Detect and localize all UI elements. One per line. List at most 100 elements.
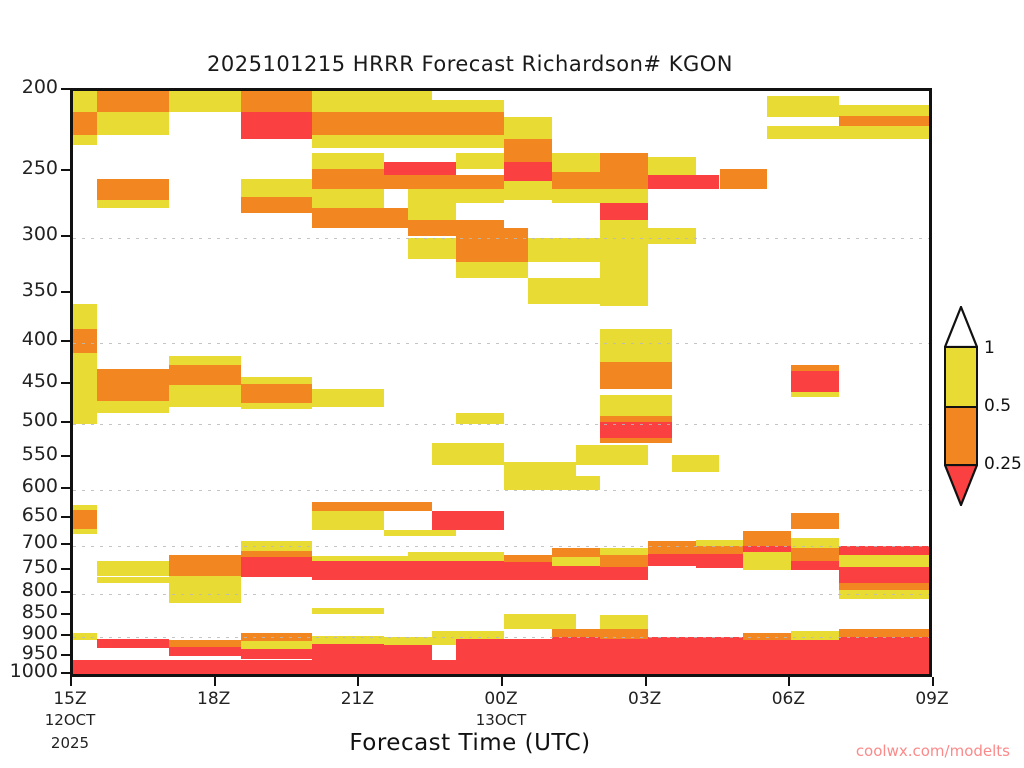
heatmap-cell <box>73 353 97 424</box>
heatmap-cell <box>599 437 672 443</box>
heatmap-cell <box>96 368 169 402</box>
heatmap-cell <box>599 278 648 307</box>
heatmap-cell <box>504 180 552 200</box>
heatmap-cell <box>408 202 457 220</box>
heatmap-cell <box>96 199 169 208</box>
y-axis-label: 800 <box>21 579 58 602</box>
y-axis-tick <box>61 169 70 171</box>
heatmap-cell <box>719 169 768 190</box>
heatmap-cell <box>504 138 552 162</box>
heatmap-cell <box>168 589 241 604</box>
heatmap-cell <box>551 476 600 490</box>
x-axis-label: 06Z <box>771 689 805 709</box>
heatmap-cell <box>240 197 313 214</box>
heatmap-cell <box>791 561 840 570</box>
heatmap-cell <box>96 179 169 200</box>
heatmap-cell <box>551 628 600 638</box>
heatmap-cell <box>791 513 840 529</box>
heatmap-cell <box>599 639 648 662</box>
y-axis-label: 950 <box>21 641 58 664</box>
heatmap-cell <box>599 555 648 567</box>
heatmap-cell <box>312 636 385 645</box>
heatmap-cell <box>551 172 648 190</box>
heatmap-cell <box>240 540 313 551</box>
heatmap-cell <box>599 628 648 640</box>
heatmap-cell <box>240 383 313 403</box>
heatmap-cell <box>168 385 241 408</box>
heatmap-cell <box>839 545 929 556</box>
heatmap-cell <box>240 112 313 139</box>
heatmap-cell <box>168 647 241 656</box>
heatmap-cell <box>456 228 528 262</box>
y-gridline <box>73 489 929 491</box>
heatmap-cell <box>504 461 576 481</box>
heatmap-cell <box>73 112 97 136</box>
watermark: coolwx.com/modelts <box>855 742 1010 760</box>
heatmap-cell <box>96 401 169 413</box>
y-axis-tick <box>61 339 70 342</box>
x-axis-tick <box>932 677 934 686</box>
heatmap-cell <box>695 554 744 569</box>
x-axis-label: 03Z <box>628 689 662 709</box>
y-axis-label: 250 <box>21 157 58 179</box>
heatmap-cell <box>240 641 313 649</box>
y-axis-label: 350 <box>21 279 58 302</box>
x-axis-label: 00Z <box>484 689 518 709</box>
heatmap-cell <box>408 189 504 203</box>
heatmap-cell <box>647 157 696 175</box>
colorbar-over-arrow <box>944 306 978 348</box>
heatmap-cell <box>432 511 504 530</box>
colorbar-segment-lower <box>946 406 976 464</box>
y-axis-tick <box>61 591 70 594</box>
heatmap-cell <box>240 648 313 659</box>
x-axis-tick <box>70 677 72 686</box>
heatmap-cell <box>240 179 313 198</box>
heatmap-cell <box>96 561 169 576</box>
heatmap-cell <box>312 189 385 208</box>
heatmap-cell <box>647 540 696 554</box>
y-gridline <box>73 342 929 344</box>
y-axis-tick <box>61 634 70 637</box>
heatmap-cell <box>527 238 600 262</box>
heatmap-cell <box>743 640 792 662</box>
y-axis-tick <box>61 88 70 90</box>
heatmap-cell <box>504 161 552 181</box>
x-axis-tick <box>501 677 503 686</box>
heatmap-cell <box>743 545 792 552</box>
heatmap-cell <box>73 328 97 354</box>
heatmap-cell <box>73 304 97 329</box>
heatmap-cell <box>599 416 672 423</box>
y-gridline <box>73 545 929 547</box>
y-axis-label: 650 <box>21 503 58 526</box>
heatmap-cell <box>240 91 313 113</box>
heatmap-cell <box>312 607 385 615</box>
heatmap-cell <box>240 633 313 642</box>
y-gridline <box>73 238 929 240</box>
y-axis-label: 1000 <box>9 660 58 683</box>
y-axis-label: 300 <box>21 223 58 246</box>
heatmap-cell <box>73 633 97 641</box>
y-axis-label: 400 <box>21 327 58 350</box>
heatmap-cell <box>839 628 929 638</box>
y-axis-label: 500 <box>21 408 58 431</box>
y-gridline <box>73 594 929 596</box>
heatmap-cell <box>599 422 672 438</box>
heatmap-cell <box>647 637 744 662</box>
heatmap-cell <box>384 529 457 537</box>
y-axis-tick <box>61 291 70 294</box>
heatmap-cell <box>791 364 840 371</box>
heatmap-cell <box>504 117 552 139</box>
y-gridline <box>73 423 929 425</box>
x-axis-tick <box>357 677 360 686</box>
heatmap-cell <box>312 501 433 511</box>
x-axis-label: 21Z <box>340 689 374 709</box>
heatmap-cell <box>599 219 648 279</box>
heatmap-cell <box>312 389 385 408</box>
heatmap-cell <box>839 637 929 662</box>
heatmap-cell <box>73 135 97 145</box>
colorbar-body <box>944 346 978 466</box>
heatmap-cell <box>504 555 552 563</box>
heatmap-cell <box>599 394 672 417</box>
y-axis-tick <box>61 567 70 570</box>
